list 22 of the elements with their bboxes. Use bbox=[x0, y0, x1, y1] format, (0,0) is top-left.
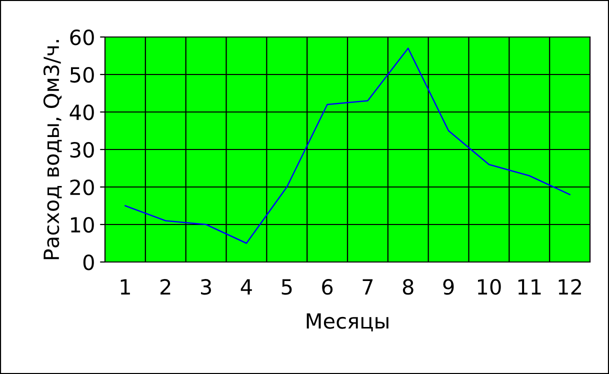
x-tick-label: 3 bbox=[201, 279, 211, 295]
x-tick-label: 5 bbox=[282, 279, 292, 295]
y-tick-label: 10 bbox=[71, 216, 94, 233]
x-tick-label: 1 bbox=[120, 279, 130, 294]
line-series bbox=[124, 48, 570, 244]
x-tick-label: 10 bbox=[478, 279, 501, 295]
x-tick-label: 8 bbox=[402, 279, 414, 295]
x-tick-label: 4 bbox=[240, 279, 252, 294]
x-tick-label: 12 bbox=[558, 279, 581, 294]
y-tick-label: 50 bbox=[70, 66, 94, 83]
y-tick-label: 60 bbox=[70, 29, 94, 46]
y-tick-label: 40 bbox=[70, 104, 94, 120]
y-tick-label: 0 bbox=[83, 254, 94, 270]
y-axis-title: Расход воды, Qм3/ч. bbox=[43, 40, 62, 260]
x-tick-label: 9 bbox=[443, 279, 454, 295]
x-tick-label: 2 bbox=[160, 279, 170, 294]
y-tick-label: 20 bbox=[70, 179, 94, 196]
x-tick-label: 7 bbox=[362, 279, 373, 294]
x-axis-title: Месяцы bbox=[306, 313, 388, 332]
x-tick-label: 6 bbox=[322, 279, 333, 295]
y-tick-label: 30 bbox=[70, 142, 94, 158]
x-tick-label: 11 bbox=[518, 279, 541, 294]
